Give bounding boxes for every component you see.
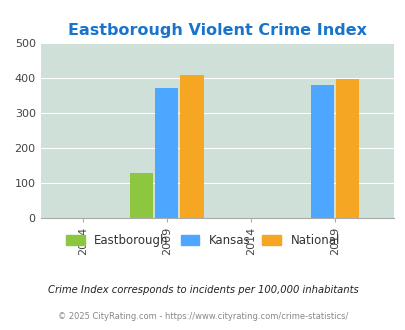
Title: Eastborough Violent Crime Index: Eastborough Violent Crime Index (68, 22, 366, 38)
Bar (130, 173, 153, 218)
Legend: Eastborough, Kansas, National: Eastborough, Kansas, National (61, 229, 344, 251)
Bar (310, 85, 333, 218)
Text: Crime Index corresponds to incidents per 100,000 inhabitants: Crime Index corresponds to incidents per… (47, 285, 358, 295)
Text: © 2025 CityRating.com - https://www.cityrating.com/crime-statistics/: © 2025 CityRating.com - https://www.city… (58, 312, 347, 321)
Bar (180, 76, 203, 218)
Bar (335, 79, 358, 218)
Bar (155, 88, 178, 218)
